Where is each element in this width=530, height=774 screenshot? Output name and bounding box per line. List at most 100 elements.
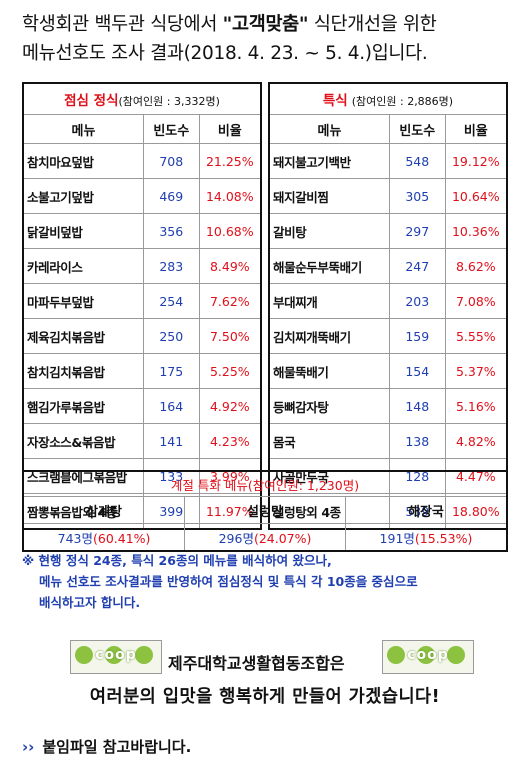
- menu-pct: 10.64%: [444, 178, 508, 214]
- menu-pct: 7.50%: [198, 318, 262, 354]
- table-row: 돼지갈비찜 305 10.64%: [268, 178, 508, 214]
- table-row: 제육김치볶음밥 250 7.50%: [22, 318, 262, 354]
- menu-name: 참치김치볶음밥: [22, 353, 144, 389]
- attachment-notice: ›› 붙임파일 참고바랍니다.: [22, 736, 191, 757]
- lunch-title: 점심 정식: [64, 93, 119, 109]
- table-row: 닭갈비덮밥 356 10.68%: [22, 213, 262, 249]
- menu-count: 164: [142, 388, 200, 424]
- menu-pct: 19.12%: [444, 143, 508, 179]
- menu-count: 148: [388, 388, 446, 424]
- special-title: 특식: [322, 93, 348, 109]
- menu-count: 159: [388, 318, 446, 354]
- notice: ※ 현행 정식 24종, 특식 26종의 메뉴를 배식하여 왔으나, 메뉴 선호…: [22, 550, 512, 613]
- menu-count: 254: [142, 283, 200, 319]
- seasonal-value: 743명(60.41%): [22, 523, 186, 552]
- lunch-table: 점심 정식(참여인원 : 3,332명) 메뉴 빈도수 비율 참치마요덮밥 708…: [22, 82, 262, 530]
- menu-name: 자장소스&볶음밥: [22, 423, 144, 459]
- table-row: 마파두부덮밥 254 7.62%: [22, 283, 262, 319]
- menu-name: 부대찌개: [268, 283, 390, 319]
- seasonal-count: 743명: [57, 530, 94, 546]
- table-row: 카레라이스 283 8.49%: [22, 248, 262, 284]
- menu-name: 몸국: [268, 423, 390, 459]
- special-table-title: 특식 (참여인원 : 2,886명): [268, 82, 508, 115]
- menu-pct: 14.08%: [198, 178, 262, 214]
- menu-name: 해물순두부뚝배기: [268, 248, 390, 284]
- seasonal-count: 296명: [218, 530, 254, 546]
- table-row: 소불고기덮밥 469 14.08%: [22, 178, 262, 214]
- menu-name: 등뼈감자탕: [268, 388, 390, 424]
- logo-leaf-icon: [447, 646, 465, 664]
- coop-logo-right: coop: [382, 640, 474, 674]
- menu-pct: 5.25%: [198, 353, 262, 389]
- menu-pct: 10.68%: [198, 213, 262, 249]
- table-row: 돼지불고기백반 548 19.12%: [268, 143, 508, 179]
- menu-name: 돼지불고기백반: [268, 143, 390, 179]
- menu-pct: 8.62%: [444, 248, 508, 284]
- menu-pct: 5.55%: [444, 318, 508, 354]
- menu-count: 469: [142, 178, 200, 214]
- seasonal-menu: 해장국: [344, 496, 508, 524]
- menu-count: 175: [142, 353, 200, 389]
- seasonal-table: 계절 특화 메뉴(참여인원: 1,230명) 삼계탕 설렁탕 해장국 743명(…: [22, 470, 508, 552]
- menu-name: 카레라이스: [22, 248, 144, 284]
- logo-leaf-icon: [387, 646, 405, 664]
- logo-leaf-icon: [105, 646, 123, 664]
- menu-pct: 8.49%: [198, 248, 262, 284]
- lunch-header-count: 빈도수: [142, 114, 200, 144]
- intro-highlight: "고객맞춤": [222, 14, 309, 35]
- table-row: 자장소스&볶음밥 141 4.23%: [22, 423, 262, 459]
- lunch-header-menu: 메뉴: [22, 114, 144, 144]
- menu-count: 141: [142, 423, 200, 459]
- table-row: 참치김치볶음밥 175 5.25%: [22, 353, 262, 389]
- special-table: 특식 (참여인원 : 2,886명) 메뉴 빈도수 비율 돼지불고기백반 548 1…: [268, 82, 508, 530]
- menu-pct: 5.16%: [444, 388, 508, 424]
- seasonal-count: 191명: [379, 530, 415, 546]
- menu-count: 356: [142, 213, 200, 249]
- table-row: 몸국 138 4.82%: [268, 423, 508, 459]
- intro-line-1-pre: 학생회관 백두관 식당에서: [22, 14, 223, 35]
- menu-count: 283: [142, 248, 200, 284]
- table-row: 햄김가루볶음밥 164 4.92%: [22, 388, 262, 424]
- seasonal-pct: (24.07%): [253, 530, 312, 546]
- menu-count: 305: [388, 178, 446, 214]
- lunch-header-pct: 비율: [198, 114, 262, 144]
- menu-name: 닭갈비덮밥: [22, 213, 144, 249]
- coop-name: 제주대학교생활협동조합은: [168, 654, 345, 673]
- intro-line-1: 학생회관 백두관 식당에서 "고객맞춤" 식단개선을 위한: [22, 10, 522, 39]
- logo-text: coop: [407, 647, 449, 663]
- lunch-table-title: 점심 정식(참여인원 : 3,332명): [22, 82, 262, 115]
- menu-name: 마파두부덮밥: [22, 283, 144, 319]
- special-header-pct: 비율: [444, 114, 508, 144]
- menu-name: 햄김가루볶음밥: [22, 388, 144, 424]
- coop-logo-left: coop: [70, 640, 162, 674]
- intro-line-2: 메뉴선호도 조사 결과(2018. 4. 23. ~ 5. 4.)입니다.: [22, 43, 428, 64]
- menu-pct: 7.08%: [444, 283, 508, 319]
- seasonal-pct: (60.41%): [93, 530, 151, 546]
- notice-line-1: ※ 현행 정식 24종, 특식 26종의 메뉴를 배식하여 왔으나,: [22, 553, 332, 568]
- notice-line-2: 메뉴 선호도 조사결과를 반영하여 점심정식 및 특식 각 10종을 중심으로: [39, 574, 418, 589]
- menu-name: 갈비탕: [268, 213, 390, 249]
- double-arrow-icon: ››: [22, 738, 35, 756]
- menu-count: 548: [388, 143, 446, 179]
- seasonal-title: 계절 특화 메뉴(참여인원: 1,230명): [22, 470, 508, 497]
- table-row: 부대찌개 203 7.08%: [268, 283, 508, 319]
- table-row: 해물순두부뚝배기 247 8.62%: [268, 248, 508, 284]
- table-row: 해물뚝배기 154 5.37%: [268, 353, 508, 389]
- menu-name: 돼지갈비찜: [268, 178, 390, 214]
- menu-name: 해물뚝배기: [268, 353, 390, 389]
- special-subtitle: (참여인원 : 2,886명): [351, 95, 454, 108]
- menu-pct: 4.92%: [198, 388, 262, 424]
- menu-pct: 5.37%: [444, 353, 508, 389]
- seasonal-pct: (15.53%): [414, 530, 473, 546]
- menu-pct: 7.62%: [198, 283, 262, 319]
- attachment-text: 붙임파일 참고바랍니다.: [42, 738, 192, 756]
- menu-name: 참치마요덮밥: [22, 143, 144, 179]
- menu-name: 제육김치볶음밥: [22, 318, 144, 354]
- menu-count: 154: [388, 353, 446, 389]
- menu-pct: 21.25%: [198, 143, 262, 179]
- menu-count: 297: [388, 213, 446, 249]
- seasonal-menu: 삼계탕: [22, 496, 186, 524]
- lunch-subtitle: (참여인원 : 3,332명): [118, 95, 220, 108]
- menu-count: 708: [142, 143, 200, 179]
- logo-text: coop: [95, 647, 137, 663]
